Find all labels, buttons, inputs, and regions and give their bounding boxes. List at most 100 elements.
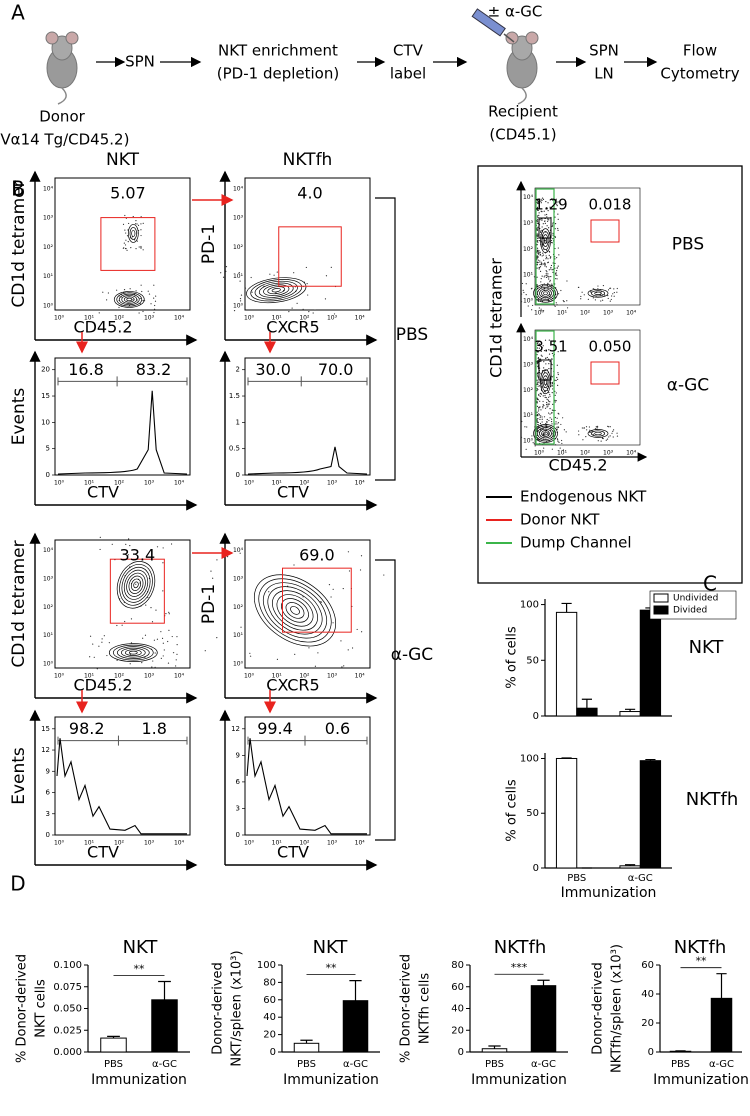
event-dot <box>580 298 582 300</box>
y-tick-label: 15 <box>41 392 50 400</box>
event-dot <box>92 643 94 645</box>
event-dot <box>538 212 540 214</box>
event-dot <box>536 256 538 258</box>
mouse-ear <box>525 31 539 45</box>
event-dot <box>536 400 538 403</box>
event-dot <box>356 628 358 631</box>
event-dot <box>348 570 351 572</box>
contour <box>533 424 558 443</box>
y-tick-label: 12 <box>41 746 50 754</box>
event-dot <box>525 283 527 285</box>
contour <box>535 285 556 302</box>
error-bar <box>561 757 572 759</box>
event-dot <box>548 278 550 280</box>
event-dot <box>328 584 331 586</box>
y-tick-label: 0 <box>648 1047 654 1058</box>
event-dot <box>544 265 546 267</box>
event-dot <box>540 278 542 280</box>
gate <box>278 226 342 287</box>
event-dot <box>546 220 549 222</box>
error-bar <box>158 980 171 1000</box>
event-dot <box>306 282 308 285</box>
y-tick-label: 10³ <box>233 575 244 582</box>
event-dot <box>168 611 170 613</box>
event-dot <box>361 631 363 633</box>
event-dot <box>540 230 542 232</box>
contour <box>108 643 158 662</box>
event-dot <box>605 439 607 441</box>
event-dot <box>330 266 332 269</box>
event-dot <box>609 300 611 302</box>
event-dot <box>577 430 580 432</box>
event-dot <box>549 417 551 419</box>
event-dot <box>546 208 549 210</box>
event-dot <box>127 554 130 556</box>
y-tick-label: 10⁰ <box>233 661 244 668</box>
contour <box>119 563 153 606</box>
event-dot <box>547 262 549 264</box>
legend-swatch <box>653 605 669 615</box>
y-tick-label: 60 <box>451 982 464 993</box>
x-tick-label: 10¹ <box>557 450 568 457</box>
y-axis-label: CD1d tetramer <box>487 258 506 378</box>
event-dot <box>531 309 533 311</box>
gate-value: 5.07 <box>110 184 146 203</box>
event-dot <box>541 416 543 418</box>
event-dot <box>545 258 547 260</box>
event-dot <box>540 392 542 395</box>
gate-value: 0.6 <box>325 719 350 738</box>
event-dot <box>251 291 253 293</box>
x-tick-label: 10⁴ <box>355 315 366 322</box>
event-dot <box>168 613 170 615</box>
bar <box>619 711 641 717</box>
event-dot <box>557 372 559 374</box>
y-tick-label: 80 <box>451 960 464 971</box>
condition-label: α-GC <box>391 645 433 665</box>
bar <box>555 757 578 869</box>
event-dot <box>294 653 296 656</box>
event-dot <box>551 364 553 366</box>
event-dot <box>596 427 598 429</box>
event-dot <box>544 222 546 224</box>
event-dot <box>549 413 551 415</box>
event-dot <box>531 435 533 437</box>
y-tick-label: 12 <box>231 725 240 733</box>
event-dot <box>560 289 562 292</box>
event-dot <box>302 596 304 598</box>
event-dot <box>547 218 549 220</box>
event-dot <box>557 293 560 295</box>
y-tick-label: 0.5 <box>229 445 240 453</box>
event-dot <box>522 289 524 292</box>
event-dot <box>135 220 137 222</box>
contour <box>590 430 606 437</box>
event-dot <box>557 247 559 249</box>
x-tick-label: α-GC <box>343 1059 368 1070</box>
contour <box>112 644 154 661</box>
event-dot <box>542 407 544 409</box>
event-dot <box>544 394 546 397</box>
significance: *** <box>511 961 528 974</box>
event-dot <box>549 401 551 403</box>
plot-title: NKT <box>106 150 140 170</box>
y-tick-label: 10¹ <box>523 272 534 279</box>
event-dot <box>545 404 548 406</box>
event-dot <box>548 349 550 351</box>
event-dot <box>556 274 558 276</box>
event-dot <box>537 237 539 240</box>
event-dot <box>543 371 546 373</box>
event-dot <box>537 423 539 426</box>
error-bar <box>537 979 550 986</box>
gate-value: 0.018 <box>589 196 632 214</box>
error-bar <box>300 1039 313 1044</box>
event-dot <box>212 577 214 579</box>
event-dot <box>557 384 559 386</box>
event-dot <box>160 631 162 633</box>
event-dot <box>539 422 542 425</box>
event-dot <box>588 426 591 428</box>
event-dot <box>547 403 550 405</box>
contour <box>543 291 548 296</box>
event-dot <box>609 426 611 428</box>
event-dot <box>288 310 290 313</box>
x-axis-label: Immunization <box>471 1072 567 1088</box>
y-tick-label: 10¹ <box>523 412 534 419</box>
